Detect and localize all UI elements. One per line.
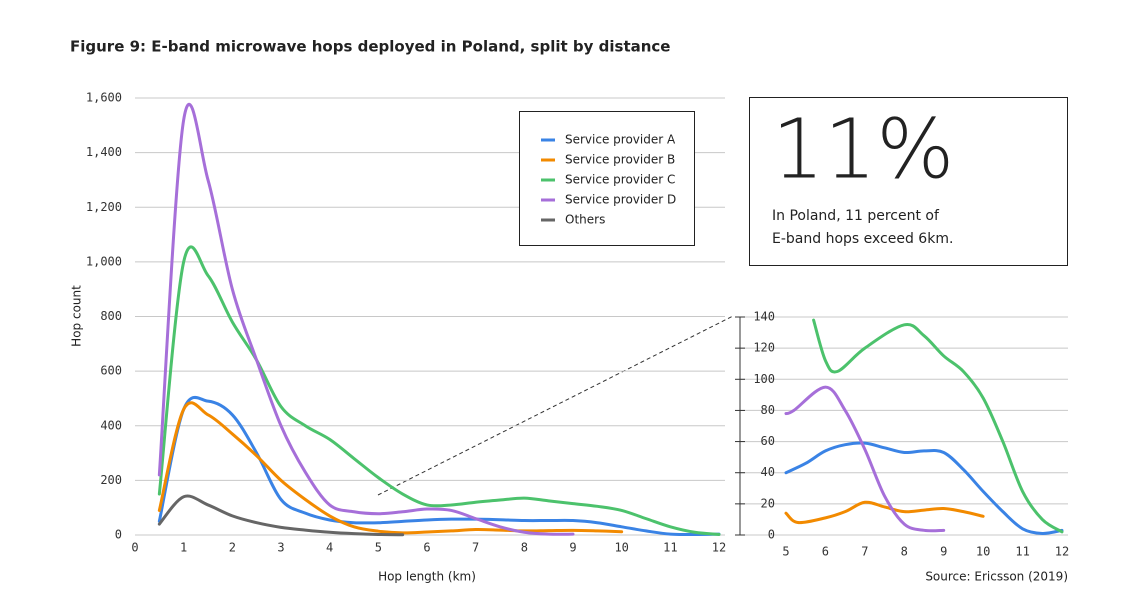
series-line	[157, 494, 405, 537]
legend-label: Others	[565, 213, 605, 227]
x-tick-label: 12	[1055, 545, 1069, 559]
x-tick-label: 4	[326, 541, 333, 555]
y-tick-label: 20	[761, 496, 775, 510]
x-tick-label: 5	[375, 541, 382, 555]
series-line	[157, 102, 575, 536]
x-tick-label: 9	[569, 541, 576, 555]
chart-title: Figure 9: E-band microwave hops deployed…	[70, 38, 670, 56]
y-tick-label: 400	[100, 418, 122, 432]
x-tick-label: 8	[521, 541, 528, 555]
y-tick-label: 1,600	[86, 91, 122, 105]
x-tick-label: 8	[901, 545, 908, 559]
x-tick-label: 11	[663, 541, 677, 555]
x-tick-label: 3	[277, 541, 284, 555]
x-tick-label: 7	[472, 541, 479, 555]
legend-label: Service provider D	[565, 193, 676, 207]
x-tick-label: 1	[180, 541, 187, 555]
series-line	[812, 318, 1064, 534]
y-tick-label: 1,400	[86, 145, 122, 159]
x-tick-label: 10	[614, 541, 628, 555]
x-axis-label: Hop length (km)	[378, 570, 476, 584]
source: Source: Ericsson (2019)	[925, 570, 1068, 584]
x-tick-label: 10	[976, 545, 990, 559]
series-line	[157, 245, 721, 536]
y-tick-label: 80	[761, 403, 775, 417]
callout-value: 11%	[772, 103, 954, 198]
legend-label: Service provider A	[565, 133, 676, 147]
series-line	[784, 385, 946, 533]
series-line	[157, 401, 624, 535]
x-tick-label: 11	[1015, 545, 1029, 559]
x-tick-label: 12	[712, 541, 726, 555]
series-line	[157, 395, 721, 537]
x-tick-label: 2	[229, 541, 236, 555]
y-tick-label: 200	[100, 473, 122, 487]
callout-box	[749, 97, 1068, 266]
y-tick-label: 40	[761, 465, 775, 479]
y-tick-label: 600	[100, 364, 122, 378]
x-tick-label: 6	[822, 545, 829, 559]
y-tick-label: 0	[768, 528, 775, 542]
series-line	[784, 441, 1064, 535]
callout-text: E-band hops exceed 6km.	[772, 231, 953, 247]
x-tick-label: 6	[423, 541, 430, 555]
zoom-connector	[377, 315, 734, 496]
y-tick-label: 100	[753, 372, 775, 386]
y-tick-label: 120	[753, 341, 775, 355]
x-tick-label: 0	[131, 541, 138, 555]
y-tick-label: 1,000	[86, 254, 122, 268]
y-tick-label: 60	[761, 434, 775, 448]
y-tick-label: 1,200	[86, 200, 122, 214]
y-axis-label: Hop count	[70, 285, 84, 347]
y-tick-label: 140	[753, 310, 775, 324]
legend-label: Service provider B	[565, 153, 675, 167]
x-tick-label: 9	[940, 545, 947, 559]
callout-text: In Poland, 11 percent of	[772, 208, 940, 224]
y-tick-label: 800	[100, 309, 122, 323]
x-tick-label: 5	[782, 545, 789, 559]
series-line	[784, 500, 985, 525]
x-tick-label: 7	[861, 545, 868, 559]
y-tick-label: 0	[115, 528, 122, 542]
legend-label: Service provider C	[565, 173, 675, 187]
